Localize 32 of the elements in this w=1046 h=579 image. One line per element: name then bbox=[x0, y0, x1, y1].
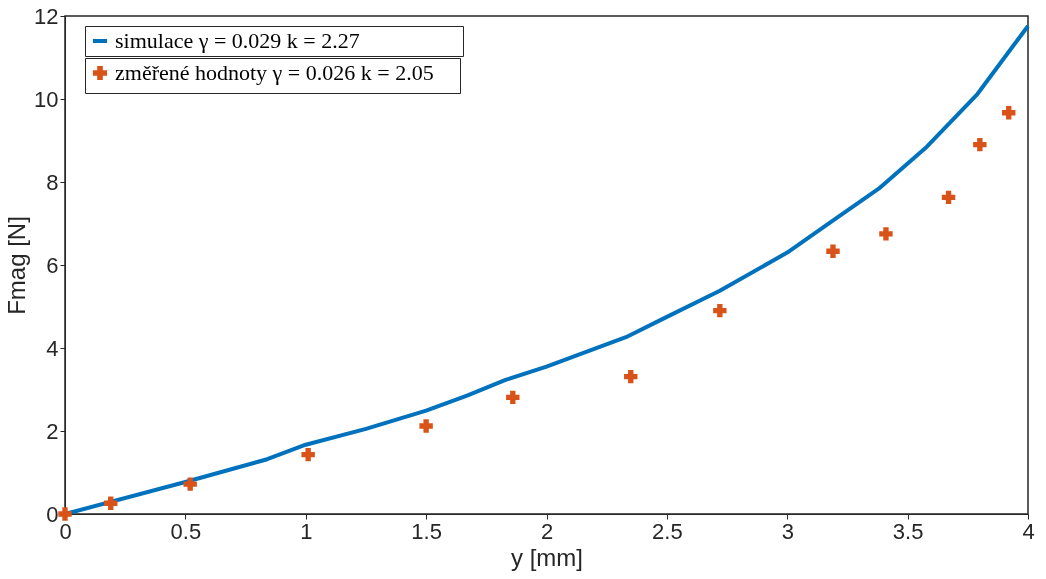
point bbox=[104, 496, 118, 510]
x-tick-label: 4 bbox=[1022, 518, 1035, 544]
y-tick-label: 12 bbox=[34, 3, 59, 29]
legend-label: změřené hodnoty γ = 0.026 k = 2.05 bbox=[115, 60, 434, 85]
y-tick-label: 6 bbox=[46, 252, 59, 278]
point bbox=[973, 137, 987, 152]
x-tick-label: 3.5 bbox=[892, 518, 924, 544]
point bbox=[506, 390, 520, 405]
y-tick-label: 8 bbox=[46, 169, 59, 195]
x-tick-label: 2.5 bbox=[652, 518, 683, 544]
point bbox=[419, 419, 433, 433]
x-tick-label: 3 bbox=[781, 518, 794, 544]
y-tick-label: 10 bbox=[34, 86, 59, 112]
point bbox=[624, 369, 638, 384]
point bbox=[183, 477, 197, 491]
point bbox=[941, 190, 956, 205]
point bbox=[301, 447, 315, 462]
point bbox=[1002, 105, 1016, 120]
legend-label: simulace γ = 0.029 k = 2.27 bbox=[115, 28, 360, 53]
y-tick-label: 0 bbox=[46, 501, 59, 527]
x-tick-label: 0.5 bbox=[170, 518, 202, 544]
point bbox=[713, 303, 727, 318]
point bbox=[58, 507, 72, 521]
x-tick-label: 1 bbox=[300, 518, 313, 544]
y-tick-label: 4 bbox=[46, 335, 59, 361]
y-axis-title: Fmag [N] bbox=[3, 216, 31, 315]
y-tick-label: 2 bbox=[46, 418, 59, 444]
point bbox=[879, 227, 893, 241]
x-axis-title: y [mm] bbox=[511, 543, 583, 571]
point bbox=[826, 244, 840, 259]
x-tick-label: 1.5 bbox=[411, 518, 442, 544]
x-tick-label: 2 bbox=[540, 518, 554, 544]
